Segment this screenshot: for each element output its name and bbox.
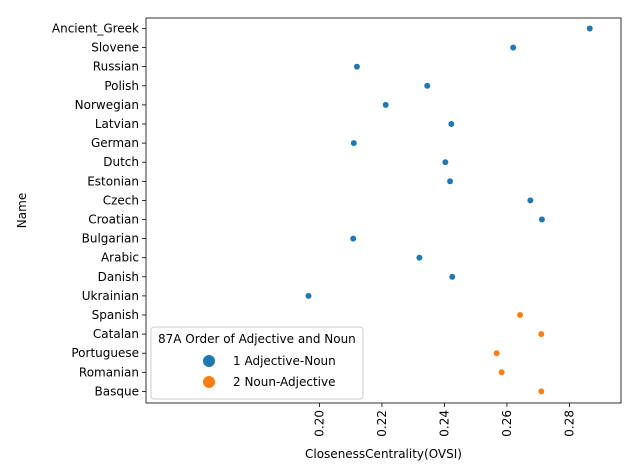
legend-label: 2 Noun-Adjective (233, 375, 336, 389)
y-tick-label: German (91, 136, 139, 150)
y-tick-label: Spanish (92, 308, 139, 322)
x-tick-label: 0.20 (312, 410, 326, 437)
data-point (423, 82, 431, 90)
y-tick-label: Basque (95, 384, 139, 398)
data-point (349, 235, 357, 243)
y-tick-label: Croatian (88, 213, 139, 227)
data-points (305, 25, 594, 395)
legend-label: 1 Adjective-Noun (233, 354, 336, 368)
data-point (586, 25, 594, 32)
data-point (498, 368, 506, 376)
data-point (493, 349, 501, 357)
y-tick-label: Portuguese (71, 346, 139, 360)
y-tick-label: Dutch (103, 155, 139, 169)
legend: 87A Order of Adjective and Noun 1 Adject… (150, 326, 364, 400)
y-tick-label: Arabic (101, 251, 139, 265)
plot-area-frame (145, 17, 622, 404)
y-tick-label: Latvian (95, 117, 139, 131)
legend-title: 87A Order of Adjective and Noun (158, 332, 356, 346)
data-point (415, 254, 423, 262)
y-tick-label: Danish (98, 270, 139, 284)
y-tick-label: Polish (104, 79, 139, 93)
y-tick-label: Catalan (93, 327, 139, 341)
data-point (305, 292, 312, 300)
y-tick-label: Norwegian (75, 98, 139, 112)
x-axis-ticks: 0.20 0.22 0.24 0.26 0.28 (312, 403, 576, 437)
data-point (350, 139, 358, 147)
y-tick-label: Russian (93, 60, 139, 74)
y-tick-label: Bulgarian (82, 232, 139, 246)
data-point (537, 387, 545, 395)
data-point (441, 158, 449, 166)
data-point (447, 120, 455, 128)
data-point (509, 44, 517, 52)
data-point (538, 216, 546, 223)
y-tick-label: Czech (103, 193, 139, 207)
legend-items: 1 Adjective-Noun 2 Noun-Adjective (203, 354, 336, 389)
data-point (448, 273, 456, 281)
x-tick-label: 0.26 (500, 410, 514, 437)
data-point (382, 101, 390, 109)
data-point (537, 330, 545, 338)
data-point (446, 177, 454, 185)
y-axis-label: Name (15, 193, 29, 228)
data-point (516, 311, 524, 319)
y-tick-label: Slovene (91, 41, 139, 55)
x-axis-label: ClosenessCentrality(OVSI) (305, 447, 462, 461)
x-tick-label: 0.28 (562, 410, 576, 437)
y-tick-label: Estonian (87, 174, 139, 188)
y-tick-label: Romanian (79, 365, 139, 379)
x-tick-label: 0.24 (437, 410, 451, 437)
y-tick-label: Ancient_Greek (52, 22, 139, 36)
y-axis-ticks: Ancient_Greek Slovene Russian Polish Norwegi… (52, 22, 146, 398)
data-point (353, 63, 361, 71)
legend-marker (203, 376, 215, 388)
y-tick-label: Ukrainian (82, 289, 139, 303)
x-tick-label: 0.22 (375, 410, 389, 437)
legend-marker (203, 355, 215, 367)
data-point (526, 196, 534, 204)
